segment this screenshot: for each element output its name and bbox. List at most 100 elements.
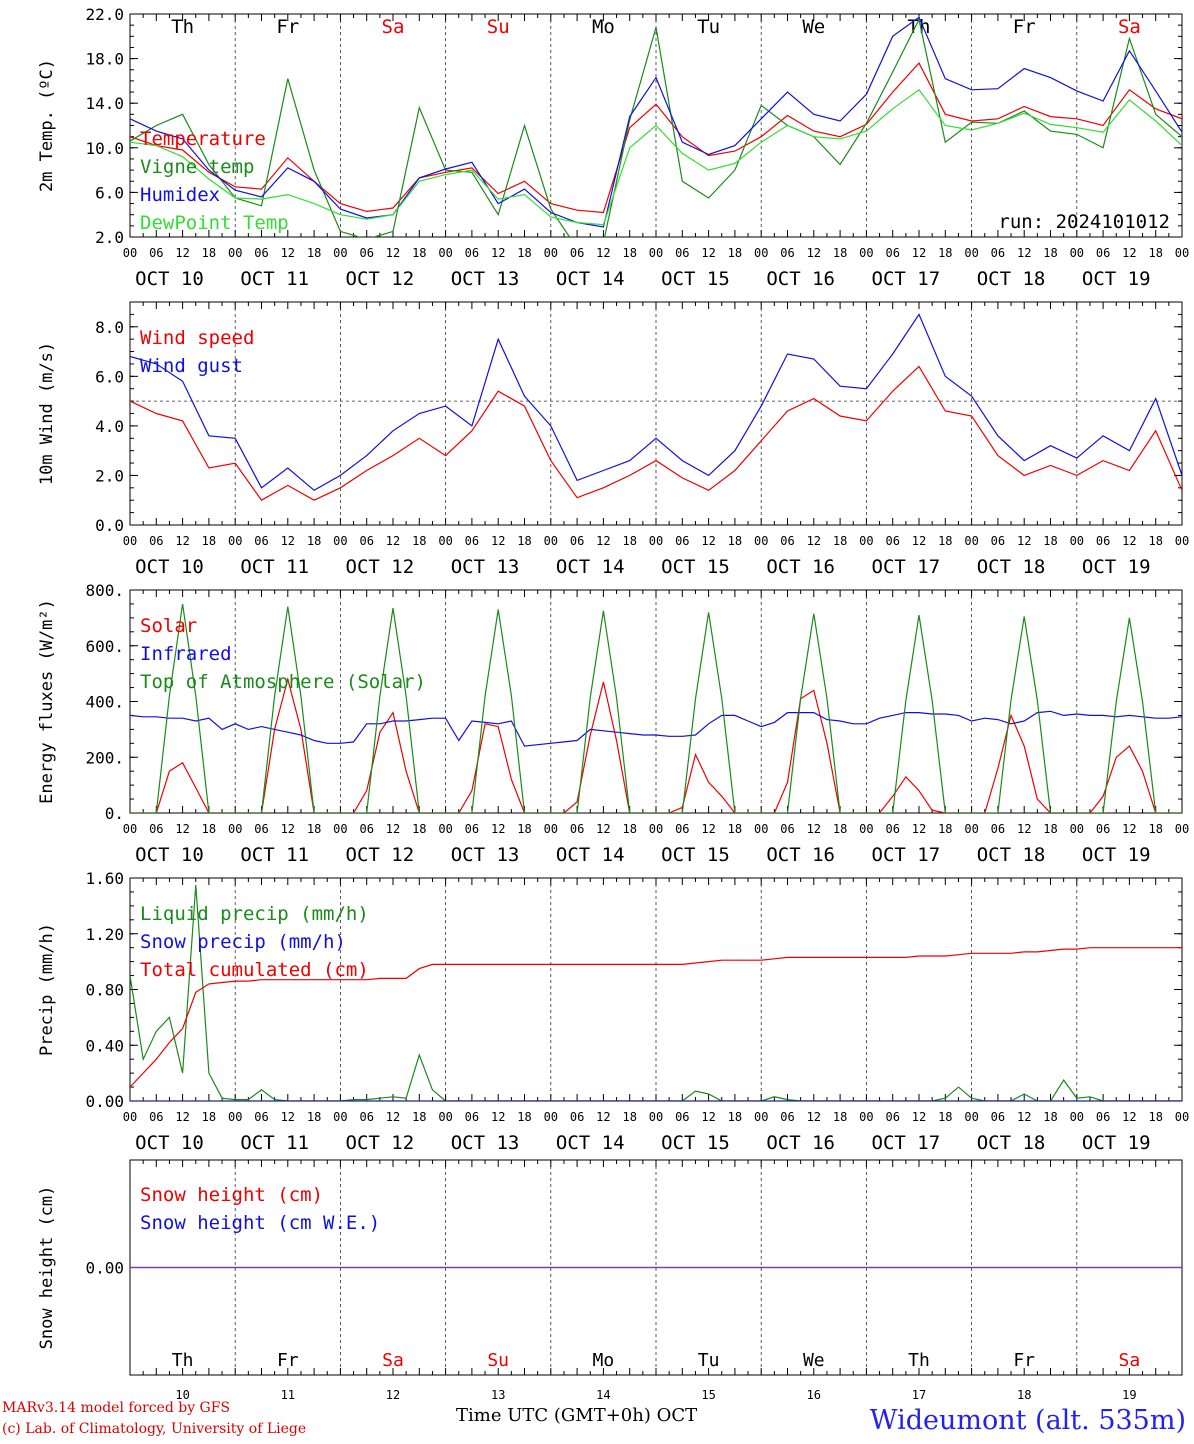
legend-entry: Snow precip (mm/h) (140, 931, 346, 953)
y-tick-label: 18.0 (85, 50, 124, 69)
bottom-weekday-label: Fr (277, 1350, 299, 1371)
hour-tick-label: 00 (754, 246, 768, 260)
hour-tick-label: 18 (1043, 534, 1057, 548)
hour-tick-label: 18 (622, 246, 636, 260)
hour-tick-label: 06 (675, 822, 689, 836)
y-tick-label: 1.20 (85, 925, 124, 944)
hour-tick-label: 18 (938, 534, 952, 548)
y-axis-label: Snow height (cm) (37, 1186, 57, 1350)
hour-tick-label: 12 (701, 246, 715, 260)
hour-tick-label: 12 (1017, 822, 1031, 836)
hour-tick-label: 00 (123, 246, 137, 260)
date-label: OCT 11 (240, 844, 309, 866)
run-label: run: 2024101012 (998, 211, 1170, 233)
hour-tick-label: 00 (649, 1110, 663, 1124)
y-tick-label: 0.80 (85, 981, 124, 1000)
hour-tick-label: 18 (202, 534, 216, 548)
legend-entry: Liquid precip (mm/h) (140, 903, 369, 925)
panel-frame (129, 589, 1183, 814)
hour-tick-label: 00 (544, 246, 558, 260)
hour-tick-label: 18 (412, 1110, 426, 1124)
hour-tick-label: 18 (1148, 822, 1162, 836)
hour-tick-label: 00 (333, 1110, 347, 1124)
hour-tick-label: 06 (991, 534, 1005, 548)
date-label: OCT 15 (661, 268, 730, 290)
hour-tick-label: 12 (175, 822, 189, 836)
hour-tick-label: 18 (307, 534, 321, 548)
bottom-date-label: 17 (912, 1388, 926, 1402)
hour-tick-label: 06 (1096, 246, 1110, 260)
weekday-label: Sa (382, 16, 405, 38)
hour-tick-label: 00 (123, 534, 137, 548)
hour-tick-label: 12 (912, 246, 926, 260)
panel-snow: 0.00 Snow height (cm) Snow height (cm) Snow… (37, 1159, 1183, 1402)
hour-tick-label: 18 (728, 534, 742, 548)
hour-tick-label: 00 (964, 246, 978, 260)
hour-tick-label: 00 (1175, 246, 1189, 260)
hour-tick-label: 12 (596, 822, 610, 836)
hour-tick-label: 06 (570, 246, 584, 260)
hour-tick-label: 18 (307, 246, 321, 260)
date-label: OCT 10 (135, 1132, 204, 1154)
date-label: OCT 14 (556, 844, 625, 866)
hour-tick-label: 00 (1175, 1110, 1189, 1124)
series-line-vigne-temp (130, 17, 1182, 237)
hour-tick-label: 18 (938, 822, 952, 836)
date-label: OCT 11 (240, 268, 309, 290)
date-label: OCT 19 (1082, 1132, 1151, 1154)
legend-entry: Temperature (140, 128, 266, 150)
x-axis-title: Time UTC (GMT+0h) OCT (456, 1405, 697, 1426)
hour-tick-label: 06 (465, 1110, 479, 1124)
series-line-temperature (130, 62, 1182, 214)
hour-tick-label: 00 (333, 534, 347, 548)
date-label: OCT 18 (977, 1132, 1046, 1154)
hour-tick-label: 18 (938, 246, 952, 260)
hour-tick-label: 06 (780, 1110, 794, 1124)
hour-tick-label: 12 (281, 246, 295, 260)
y-tick-label: 10.0 (85, 139, 124, 158)
hour-tick-label: 18 (517, 822, 531, 836)
hour-tick-label: 18 (622, 822, 636, 836)
bottom-weekday-label: Sa (382, 1350, 404, 1371)
hour-tick-label: 00 (649, 822, 663, 836)
weekday-label: Tu (697, 16, 720, 38)
hour-tick-label: 00 (649, 246, 663, 260)
hour-tick-label: 00 (438, 1110, 452, 1124)
hour-tick-label: 18 (517, 1110, 531, 1124)
bottom-weekday-label: Mo (593, 1350, 615, 1371)
date-label: OCT 15 (661, 844, 730, 866)
hour-tick-label: 12 (1017, 246, 1031, 260)
panel-frame (129, 301, 1183, 526)
hour-tick-label: 18 (307, 1110, 321, 1124)
hour-tick-label: 00 (859, 822, 873, 836)
hour-tick-label: 00 (438, 534, 452, 548)
hour-tick-label: 18 (833, 1110, 847, 1124)
date-label: OCT 15 (661, 1132, 730, 1154)
hour-tick-label: 00 (859, 1110, 873, 1124)
hour-tick-label: 06 (780, 534, 794, 548)
date-label: OCT 14 (556, 1132, 625, 1154)
hour-tick-label: 12 (386, 246, 400, 260)
credit-line-1: MARv3.14 model forced by GFS (2, 1400, 231, 1416)
date-label: OCT 19 (1082, 268, 1151, 290)
hour-tick-label: 18 (412, 822, 426, 836)
hour-tick-label: 00 (964, 822, 978, 836)
date-label: OCT 17 (872, 268, 941, 290)
date-label: OCT 11 (240, 556, 309, 578)
hour-tick-label: 18 (307, 822, 321, 836)
hour-tick-label: 12 (491, 1110, 505, 1124)
hour-tick-label: 12 (596, 246, 610, 260)
legend-entry: Vigne temp (140, 156, 254, 178)
bottom-date-label: 15 (701, 1388, 715, 1402)
panel-energy: 0. 200. 400. 600. 800. Energy fluxes (W/m²) 00… (37, 581, 1189, 866)
hour-tick-label: 12 (491, 534, 505, 548)
y-tick-label: 4.0 (95, 417, 124, 436)
date-label: OCT 16 (766, 268, 835, 290)
hour-tick-label: 00 (228, 1110, 242, 1124)
date-label: OCT 15 (661, 556, 730, 578)
hour-tick-label: 18 (412, 534, 426, 548)
hour-tick-label: 06 (465, 246, 479, 260)
y-axis-label: Energy fluxes (W/m²) (37, 599, 57, 804)
hour-tick-label: 06 (149, 1110, 163, 1124)
